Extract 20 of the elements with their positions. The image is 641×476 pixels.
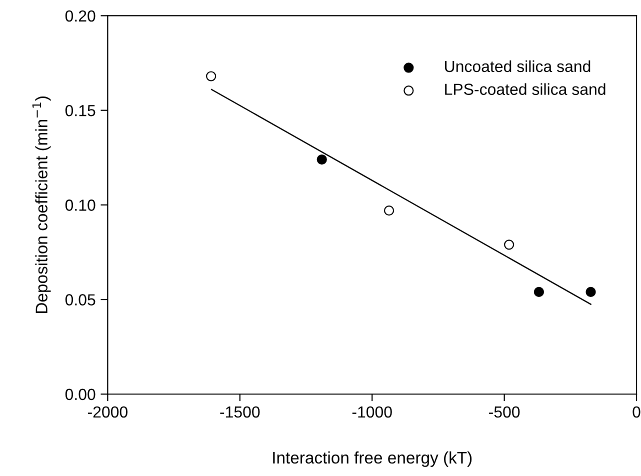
x-axis-title: Interaction free energy (kT) (273, 451, 472, 467)
point (206, 71, 216, 82)
point (316, 154, 327, 165)
y-tick-label: 0.05 (65, 294, 96, 306)
point (586, 286, 596, 298)
x-tick-label: -1000 (352, 406, 392, 418)
x-tick-label: -1500 (220, 406, 260, 418)
point (534, 286, 544, 298)
y-tick-label: 0.20 (65, 10, 96, 22)
x-tick-label: -2000 (88, 406, 128, 418)
x-tick-label: 0 (632, 406, 640, 418)
point (384, 206, 394, 216)
y-tick-label: 0.00 (65, 388, 96, 400)
point (504, 240, 514, 250)
y-axis-title: Deposition coefficient (min$^{−1}$) (32, 96, 51, 313)
legend-label: Uncoated silica sand (445, 60, 590, 72)
legend-label: LPS-coated silica sand (445, 83, 606, 95)
y-tick-label: 0.15 (65, 104, 96, 116)
y-tick-label: 0.10 (65, 200, 96, 211)
x-tick-label: -500 (489, 406, 520, 418)
